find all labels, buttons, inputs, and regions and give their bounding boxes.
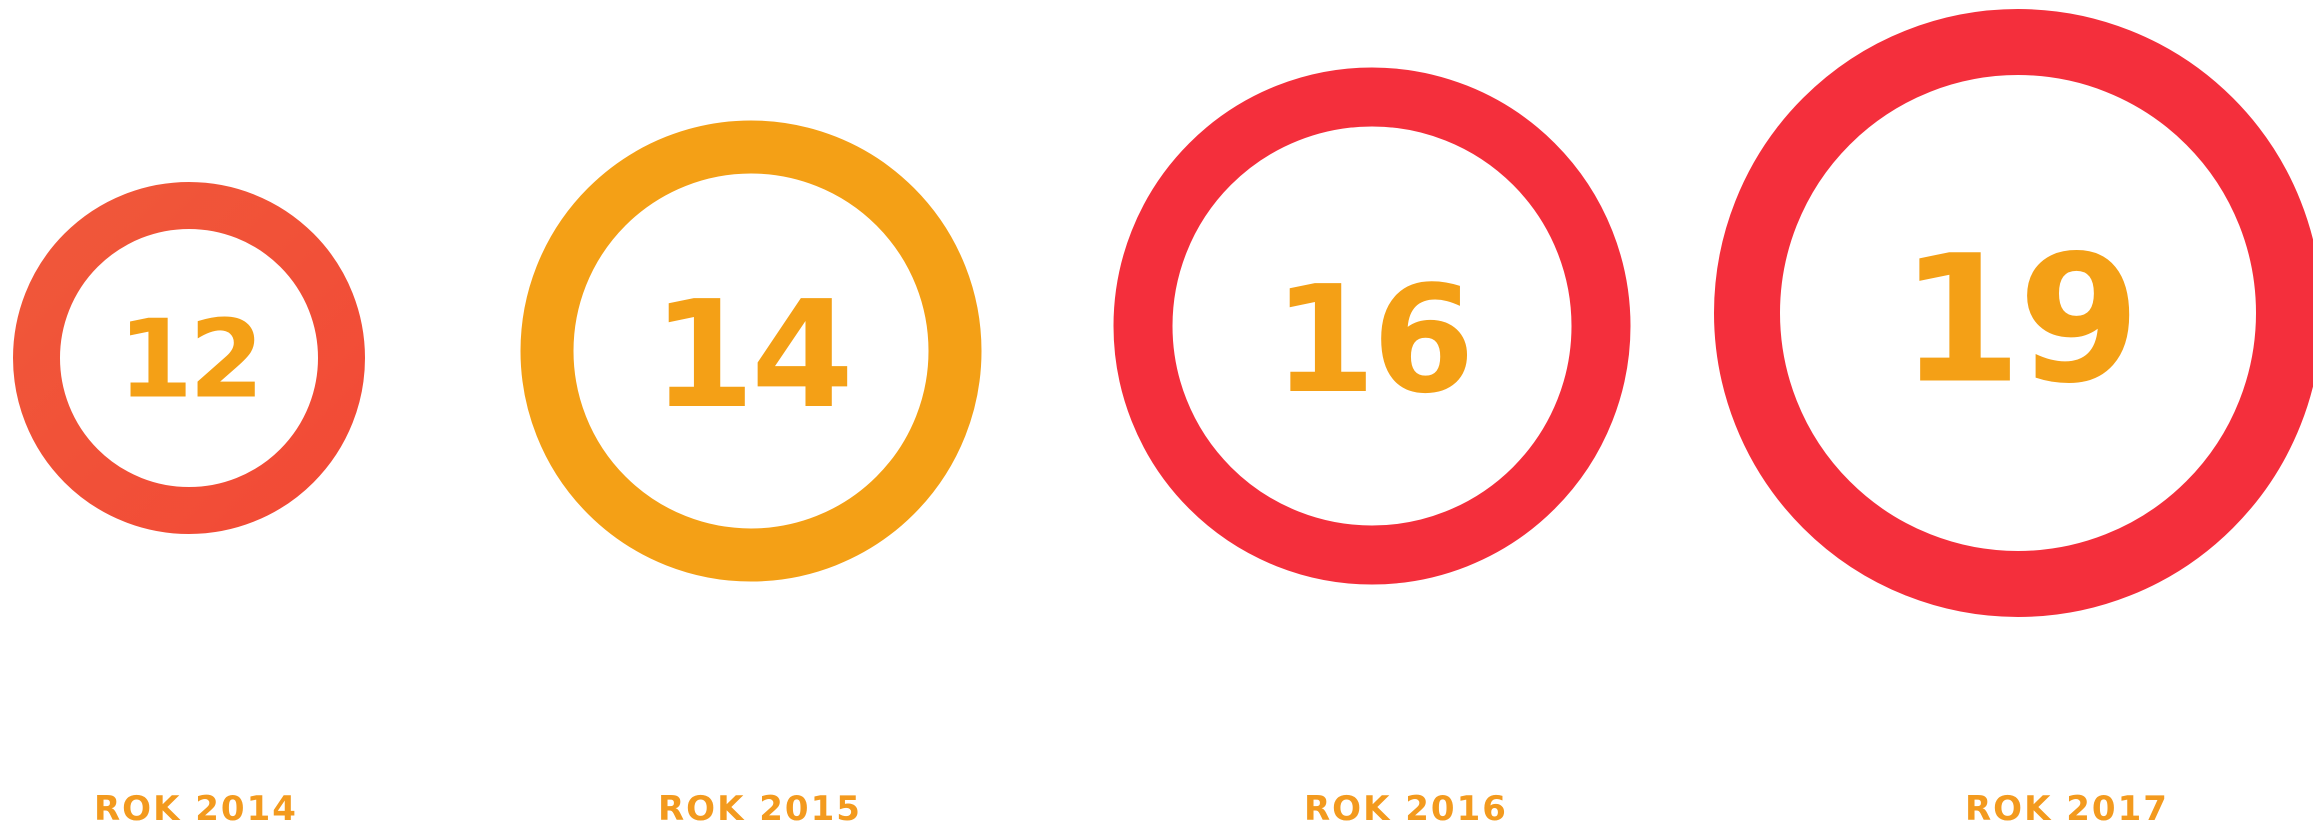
year-label: ROK 2015 [658, 789, 862, 826]
item: 16 ROK 2016 [1113, 67, 1631, 826]
ring [1714, 9, 2313, 617]
ring [1113, 67, 1631, 585]
ring [13, 182, 365, 534]
item: 14 ROK 2015 [520, 120, 982, 826]
ring [520, 120, 982, 582]
value: 14 [652, 269, 850, 441]
year-label: ROK 2016 [1304, 789, 1508, 826]
item: 19 ROK 2017 [1714, 9, 2313, 826]
value: 12 [118, 298, 260, 423]
value: 16 [1273, 254, 1471, 426]
value: 19 [1900, 218, 2137, 423]
year-label: ROK 2017 [1965, 789, 2169, 826]
year-label: ROK 2014 [94, 789, 298, 826]
item: 12 ROK 2014 [13, 182, 365, 826]
